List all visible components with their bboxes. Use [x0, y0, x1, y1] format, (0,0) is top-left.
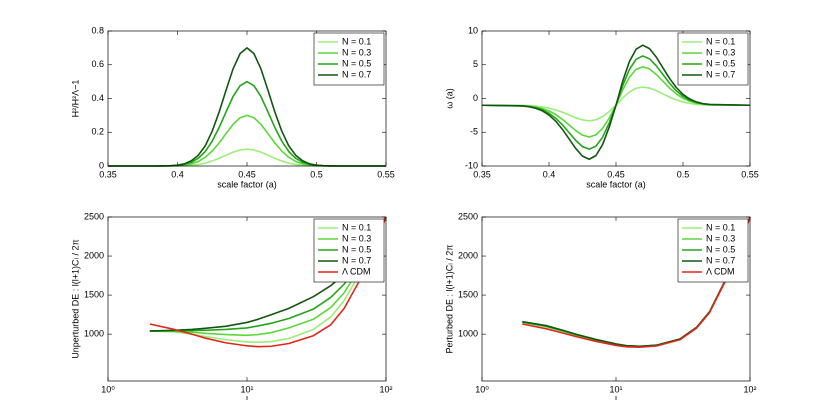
legend-label: N = 0.5 [706, 58, 735, 68]
x-tick-label: 10² [379, 384, 392, 394]
legend-label: Λ CDM [706, 266, 735, 276]
axes-frame [107, 216, 387, 382]
x-tick-label: 0.4 [543, 169, 556, 179]
series-line [108, 47, 386, 167]
x-axis-label: l [615, 394, 617, 400]
y-axis-label: H²/H²Λ−1 [70, 80, 80, 118]
series-line [149, 216, 387, 332]
legend-label: N = 0.7 [342, 255, 371, 265]
x-axis-label: scale factor (a) [586, 179, 646, 189]
legend-label: N = 0.1 [342, 36, 371, 46]
x-tick-label: 0.55 [741, 169, 759, 179]
y-tick-label: 0.2 [91, 127, 104, 137]
series-line [522, 216, 751, 349]
y-tick-label: -5 [470, 127, 478, 137]
series-line [149, 216, 387, 337]
y-tick-label: 2000 [84, 250, 104, 260]
y-axis-label: ω (a) [444, 88, 454, 109]
series-line [149, 216, 387, 348]
y-tick-label: 2500 [458, 211, 478, 221]
legend-label: N = 0.5 [342, 244, 371, 254]
y-tick-label: 0.8 [91, 25, 104, 35]
legend-label: N = 0.3 [706, 47, 735, 57]
series-line [481, 44, 751, 161]
legend-label: N = 0.3 [342, 233, 371, 243]
x-tick-label: 10¹ [609, 384, 622, 394]
x-tick-label: 0.55 [377, 169, 395, 179]
x-tick-label: 10² [743, 384, 756, 394]
x-tick-label: 10⁰ [475, 384, 489, 394]
axes-frame [107, 30, 387, 167]
legend-label: Λ CDM [342, 266, 371, 276]
x-tick-label: 0.45 [238, 169, 256, 179]
y-tick-label: 5 [473, 59, 478, 69]
legend-label: N = 0.5 [706, 244, 735, 254]
legend-label: N = 0.5 [342, 58, 371, 68]
x-tick-label: 0.35 [99, 169, 117, 179]
x-tick-label: 0.4 [171, 169, 184, 179]
axes-frame [481, 30, 751, 167]
x-tick-label: 0.45 [607, 169, 625, 179]
y-tick-label: 1000 [458, 329, 478, 339]
y-axis-label: Perturbed DE : l(l+1)Cₗ / 2π [444, 245, 454, 354]
y-tick-label: 0 [99, 160, 104, 170]
x-axis-label: l [246, 394, 248, 400]
y-tick-label: 1000 [84, 329, 104, 339]
y-tick-label: 0.6 [91, 59, 104, 69]
x-tick-label: 0.35 [473, 169, 491, 179]
y-tick-label: 0.4 [91, 93, 104, 103]
y-tick-label: 2000 [458, 250, 478, 260]
y-tick-label: 0 [473, 93, 478, 103]
x-tick-label: 10⁰ [101, 384, 115, 394]
y-axis-label: Unperturbed DE : l(l+1)Cₗ / 2π [70, 239, 80, 359]
legend-label: N = 0.3 [706, 233, 735, 243]
legend-label: N = 0.1 [706, 222, 735, 232]
legend-label: N = 0.1 [342, 222, 371, 232]
y-tick-label: 10 [468, 25, 478, 35]
legend-label: N = 0.1 [706, 36, 735, 46]
axes-frame [481, 216, 751, 382]
y-tick-label: 1500 [458, 289, 478, 299]
x-tick-label: 10¹ [240, 384, 253, 394]
legend-label: N = 0.7 [706, 69, 735, 79]
y-tick-label: -10 [465, 160, 478, 170]
legend-label: N = 0.7 [342, 69, 371, 79]
y-tick-label: 2500 [84, 211, 104, 221]
x-axis-label: scale factor (a) [217, 179, 277, 189]
x-tick-label: 0.5 [677, 169, 690, 179]
legend-label: N = 0.7 [706, 255, 735, 265]
y-tick-label: 1500 [84, 289, 104, 299]
legend-label: N = 0.3 [342, 47, 371, 57]
x-tick-label: 0.5 [310, 169, 323, 179]
